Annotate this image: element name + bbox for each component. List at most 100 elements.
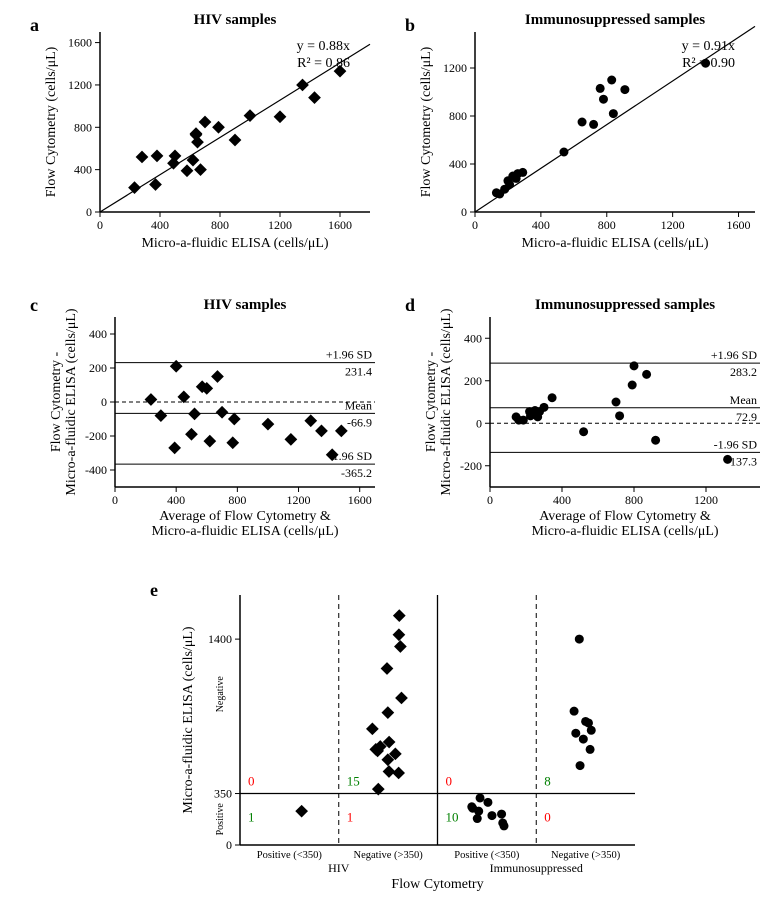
svg-text:-365.2: -365.2 xyxy=(341,466,372,480)
svg-text:Micro-a-fluidic ELISA (cells/μ: Micro-a-fluidic ELISA (cells/μL) xyxy=(181,626,196,813)
svg-text:1600: 1600 xyxy=(328,218,352,232)
panel-c-chart: HIV samples 0 400 800 1200 1600 -400 -200 0 200 40… xyxy=(20,295,390,555)
svg-text:1200: 1200 xyxy=(68,78,92,92)
svg-text:Average of Flow Cytometry &: Average of Flow Cytometry & xyxy=(539,509,711,524)
svg-text:400: 400 xyxy=(167,493,185,507)
svg-text:-66.9: -66.9 xyxy=(347,415,372,429)
svg-text:Positive (<350): Positive (<350) xyxy=(257,850,323,861)
svg-text:Micro-a-fluidic ELISA (cells/μ: Micro-a-fluidic ELISA (cells/μL) xyxy=(521,236,708,251)
svg-text:1200: 1200 xyxy=(268,218,292,232)
svg-text:-1.96 SD: -1.96 SD xyxy=(714,437,758,451)
svg-text:400: 400 xyxy=(553,493,571,507)
svg-text:HIV samples: HIV samples xyxy=(194,12,277,28)
svg-text:283.2: 283.2 xyxy=(730,365,757,379)
svg-text:400: 400 xyxy=(464,331,482,345)
svg-text:-200: -200 xyxy=(85,429,107,443)
svg-text:Mean: Mean xyxy=(345,398,372,412)
svg-text:Average of Flow Cytometry &: Average of Flow Cytometry & xyxy=(159,509,331,524)
svg-text:Flow Cytometry (cells/μL): Flow Cytometry (cells/μL) xyxy=(44,46,59,197)
svg-text:1600: 1600 xyxy=(68,36,92,50)
svg-text:0: 0 xyxy=(97,218,103,232)
svg-text:1200: 1200 xyxy=(443,61,467,75)
svg-text:+1.96 SD: +1.96 SD xyxy=(711,348,757,362)
svg-text:Micro-a-fluidic ELISA (cells/μ: Micro-a-fluidic ELISA (cells/μL) xyxy=(439,308,454,495)
svg-text:0: 0 xyxy=(248,774,255,789)
svg-text:231.4: 231.4 xyxy=(345,365,372,379)
svg-text:0: 0 xyxy=(446,774,453,789)
svg-text:0: 0 xyxy=(112,493,118,507)
svg-text:-200: -200 xyxy=(460,459,482,473)
svg-text:400: 400 xyxy=(151,218,169,232)
panel-c: c HIV samples 0 400 800 1200 1600 -400 -200 0 200… xyxy=(20,295,390,555)
svg-text:72.9: 72.9 xyxy=(736,410,757,424)
panel-b-chart: Immunosuppressed samples 0 400 800 1200 1600 0… xyxy=(405,10,773,260)
svg-text:400: 400 xyxy=(449,157,467,171)
panel-d-label: d xyxy=(405,295,415,316)
svg-text:0: 0 xyxy=(226,838,232,852)
svg-text:Positive: Positive xyxy=(215,803,226,836)
svg-text:400: 400 xyxy=(532,218,550,232)
svg-text:HIV samples: HIV samples xyxy=(204,297,287,313)
panel-d: d Immunosuppressed samples 0 400 800 1200 -20… xyxy=(405,295,773,555)
panel-d-chart: Immunosuppressed samples 0 400 800 1200 -200 0… xyxy=(405,295,773,555)
svg-text:Micro-a-fluidic ELISA (cells/μ: Micro-a-fluidic ELISA (cells/μL) xyxy=(531,524,718,539)
svg-text:1400: 1400 xyxy=(208,632,232,646)
svg-text:15: 15 xyxy=(347,774,360,789)
svg-text:Immunosuppressed samples: Immunosuppressed samples xyxy=(535,297,715,313)
panel-e: e 0 350 1400 0 15 0 8 1 1 10 0 Positive (<350) Negat… xyxy=(150,580,650,900)
svg-text:0: 0 xyxy=(487,493,493,507)
svg-text:0: 0 xyxy=(101,395,107,409)
panel-b: b Immunosuppressed samples04008001200160… xyxy=(405,10,773,260)
svg-text:1200: 1200 xyxy=(694,493,718,507)
svg-text:Flow Cytometry -: Flow Cytometry - xyxy=(424,352,439,453)
svg-text:1600: 1600 xyxy=(348,493,372,507)
svg-text:400: 400 xyxy=(89,327,107,341)
svg-text:8: 8 xyxy=(544,774,551,789)
svg-text:400: 400 xyxy=(74,163,92,177)
svg-text:Micro-a-fluidic ELISA (cells/μ: Micro-a-fluidic ELISA (cells/μL) xyxy=(141,236,328,251)
svg-text:Flow Cytometry: Flow Cytometry xyxy=(391,877,483,892)
panel-a-chart: HIV samples 0 400 800 1200 1600 0 400 800 1200 160… xyxy=(20,10,390,260)
svg-text:1200: 1200 xyxy=(287,493,311,507)
svg-text:Negative (>350): Negative (>350) xyxy=(354,850,424,861)
svg-text:Micro-a-fluidic ELISA (cells/μ: Micro-a-fluidic ELISA (cells/μL) xyxy=(64,308,79,495)
svg-text:1: 1 xyxy=(248,810,255,825)
svg-text:0: 0 xyxy=(472,218,478,232)
svg-text:+1.96 SD: +1.96 SD xyxy=(326,348,372,362)
svg-text:800: 800 xyxy=(211,218,229,232)
svg-text:10: 10 xyxy=(446,810,459,825)
svg-text:350: 350 xyxy=(214,787,232,801)
svg-text:R² = 0.86: R² = 0.86 xyxy=(297,56,350,71)
svg-text:R² = 0.90: R² = 0.90 xyxy=(682,56,735,71)
svg-text:y = 0.88x: y = 0.88x xyxy=(297,39,350,54)
svg-text:1600: 1600 xyxy=(727,218,751,232)
svg-text:200: 200 xyxy=(464,374,482,388)
svg-text:y = 0.91x: y = 0.91x xyxy=(682,39,735,54)
svg-text:800: 800 xyxy=(449,109,467,123)
svg-text:0: 0 xyxy=(86,205,92,219)
svg-text:800: 800 xyxy=(598,218,616,232)
figure: a HIV samples040080012001600040080012001… xyxy=(10,10,773,908)
panel-e-chart: 0 350 1400 0 15 0 8 1 1 10 0 Positive (<350) Negativ… xyxy=(150,580,650,900)
svg-text:Mean: Mean xyxy=(730,393,757,407)
svg-text:Immunosuppressed samples: Immunosuppressed samples xyxy=(525,12,705,28)
svg-text:Flow Cytometry -: Flow Cytometry - xyxy=(49,352,64,453)
panel-a-label: a xyxy=(30,15,39,36)
svg-text:1: 1 xyxy=(347,810,354,825)
svg-text:800: 800 xyxy=(228,493,246,507)
svg-text:1200: 1200 xyxy=(661,218,685,232)
svg-text:0: 0 xyxy=(461,205,467,219)
svg-text:Immunosuppressed: Immunosuppressed xyxy=(490,861,583,875)
panel-e-label: e xyxy=(150,580,158,601)
svg-text:HIV: HIV xyxy=(328,861,350,875)
svg-text:Negative (>350): Negative (>350) xyxy=(551,850,621,861)
svg-text:800: 800 xyxy=(74,120,92,134)
svg-text:0: 0 xyxy=(476,416,482,430)
svg-text:800: 800 xyxy=(625,493,643,507)
svg-text:-400: -400 xyxy=(85,463,107,477)
svg-text:Positive (<350): Positive (<350) xyxy=(454,850,520,861)
svg-text:200: 200 xyxy=(89,361,107,375)
svg-text:Flow Cytometry (cells/μL): Flow Cytometry (cells/μL) xyxy=(419,46,434,197)
svg-text:0: 0 xyxy=(544,810,551,825)
panel-c-label: c xyxy=(30,295,38,316)
